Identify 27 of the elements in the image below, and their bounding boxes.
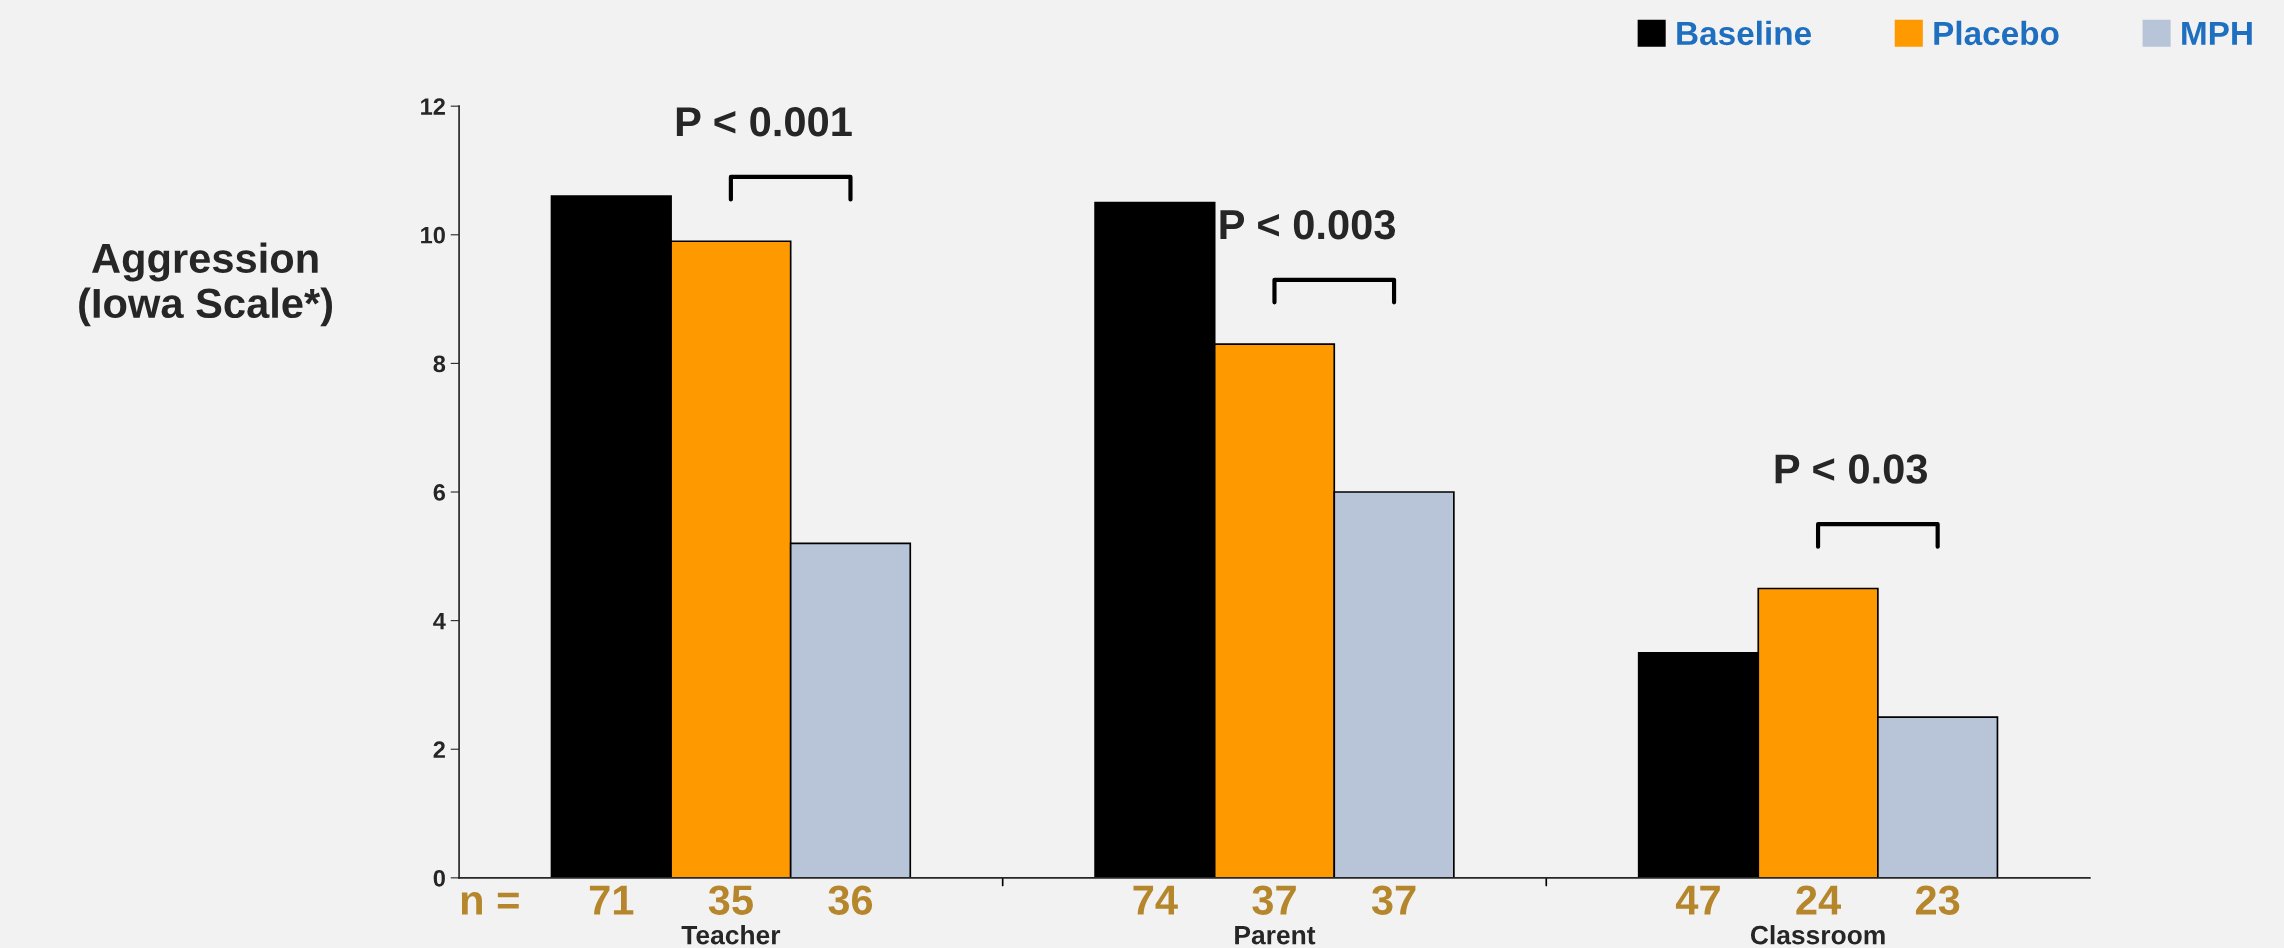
y-tick-label: 12 [421,98,445,115]
y-axis-title: Aggression (Iowa Scale*) [79,242,333,327]
y-tick-label: 2 [433,741,445,758]
text: 36 [828,885,873,915]
text: 74 [1133,885,1178,915]
text: 37 [1371,885,1416,915]
text: 37 [1252,885,1296,915]
x-tick-label: Classroom [1750,925,1885,945]
y-tick-label: 0 [433,869,445,887]
text: 24 [1796,885,1842,915]
text: 35 [708,885,753,915]
annotation: P < 0.03 [1775,454,1927,484]
y-tick-label: 4 [433,612,446,630]
text: 71 [589,885,634,915]
text: 23 [1915,885,1960,915]
annotation: P < 0.001 [676,107,852,137]
y-tick-label: 10 [421,226,445,244]
y-tick-label: 8 [433,355,446,373]
x-tick-label: Parent [1235,926,1316,945]
legend-label: Placebo [1934,20,2059,46]
text: n = [461,892,519,915]
y-tick-label: 6 [433,484,446,501]
legend-label: Baseline [1677,20,1811,46]
legend-label: MPH [2182,21,2252,45]
annotation: P < 0.003 [1220,209,1395,240]
text: 47 [1675,885,1720,915]
x-tick-label: Teacher [681,925,781,945]
